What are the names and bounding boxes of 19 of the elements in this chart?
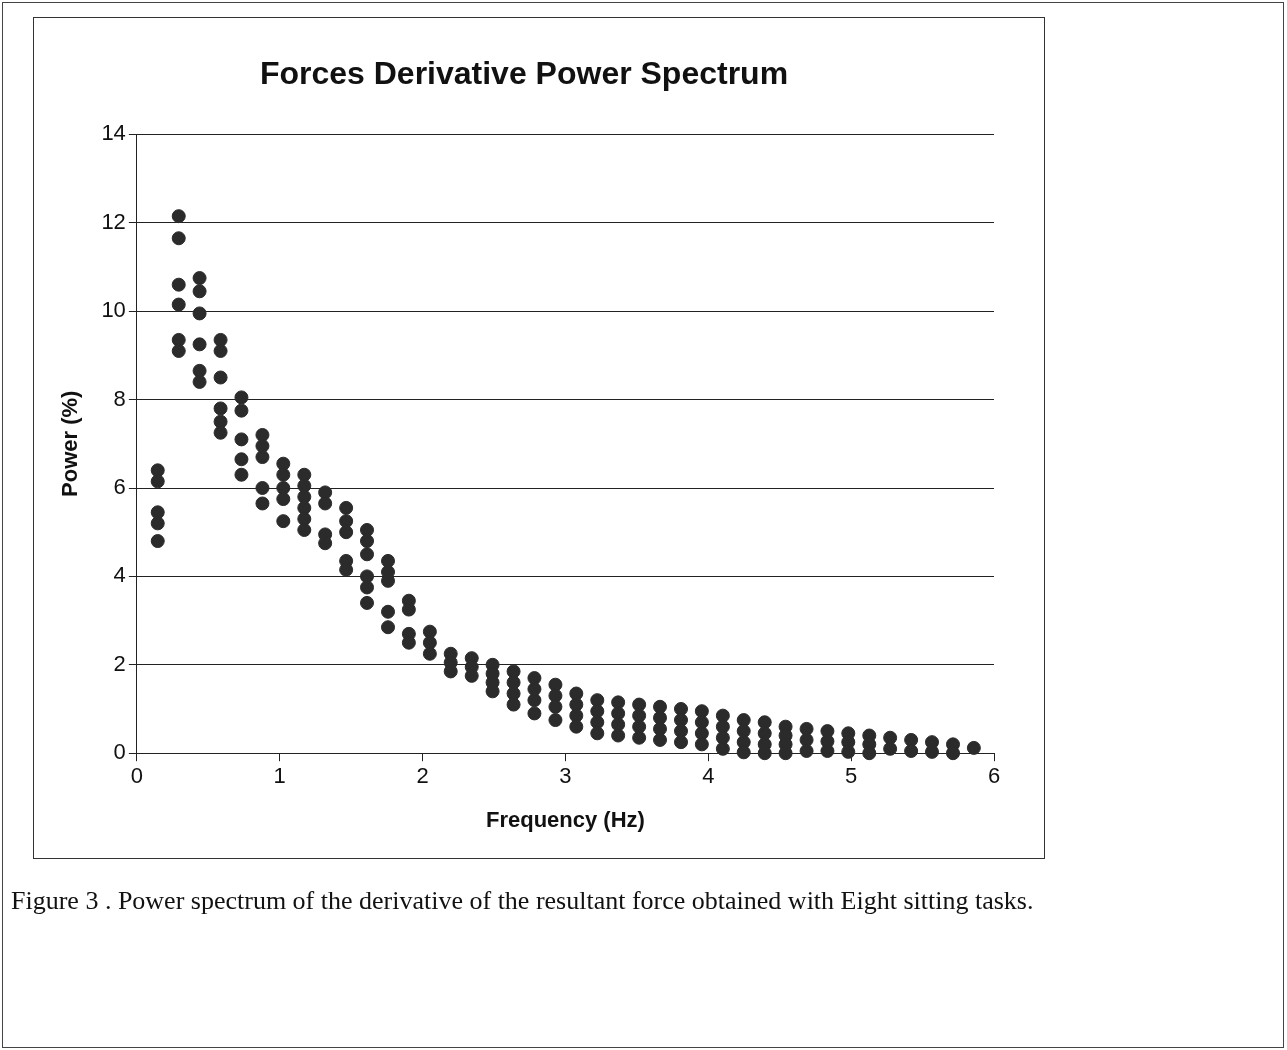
x-tick-label: 1	[273, 763, 286, 789]
x-tick-label: 5	[845, 763, 858, 789]
x-tick-label: 4	[702, 763, 715, 789]
chart-title: Forces Derivative Power Spectrum	[259, 55, 789, 92]
y-tick-label: 14	[101, 120, 126, 146]
y-tick-label: 4	[113, 562, 126, 588]
x-tick-label: 0	[130, 763, 143, 789]
x-tick-label: 6	[987, 763, 1001, 789]
x-axis-title: Frequency (Hz)	[485, 806, 645, 832]
y-tick-label: 8	[113, 385, 126, 411]
y-tick-label: 10	[101, 297, 126, 323]
caption: Figure 3 . Power spectrum of the derivative of the resultant force obtained with Eight sitting tasks.	[11, 885, 1035, 917]
y-axis-title: Power (%)	[57, 390, 83, 497]
y-tick-label: 0	[113, 739, 126, 765]
y-tick-label: 12	[101, 208, 126, 234]
y-tick-label: 6	[113, 474, 126, 500]
x-tick-label: 2	[416, 763, 429, 789]
x-tick-label: 3	[559, 763, 572, 789]
y-tick-label: 2	[113, 650, 126, 676]
